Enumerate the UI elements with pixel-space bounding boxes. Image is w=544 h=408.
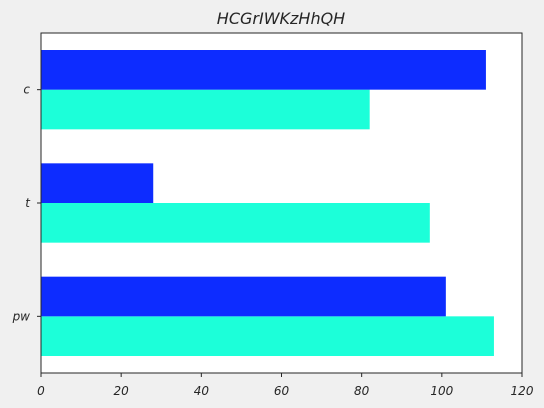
bar-pw-series-1 — [41, 316, 494, 356]
x-tick-label: 80 — [354, 384, 370, 398]
y-axis-ticks: pw t c — [12, 83, 41, 323]
bar-pw-series-2 — [41, 276, 446, 317]
x-tick-label: 40 — [194, 384, 210, 398]
plot-frame — [40, 32, 523, 374]
y-tick-label: t — [25, 196, 31, 210]
x-tick-label: 100 — [430, 384, 453, 398]
bar-c-series-1 — [41, 89, 370, 130]
x-tick-label: 60 — [274, 384, 290, 398]
bar-c-series-2 — [41, 50, 486, 90]
x-tick-label: 120 — [511, 384, 534, 398]
bar-t-series-1 — [41, 203, 430, 243]
y-tick-label: pw — [12, 309, 31, 323]
bar-t-series-2 — [41, 163, 154, 203]
chart-title: HCGrIWKzHhQH — [217, 9, 345, 28]
x-tick-label: 0 — [37, 384, 45, 398]
x-tick-label: 20 — [114, 384, 130, 398]
x-axis-ticks: 0 20 40 60 80 100 120 — [37, 373, 534, 398]
y-tick-label: c — [23, 83, 30, 97]
bars-group — [41, 50, 494, 356]
